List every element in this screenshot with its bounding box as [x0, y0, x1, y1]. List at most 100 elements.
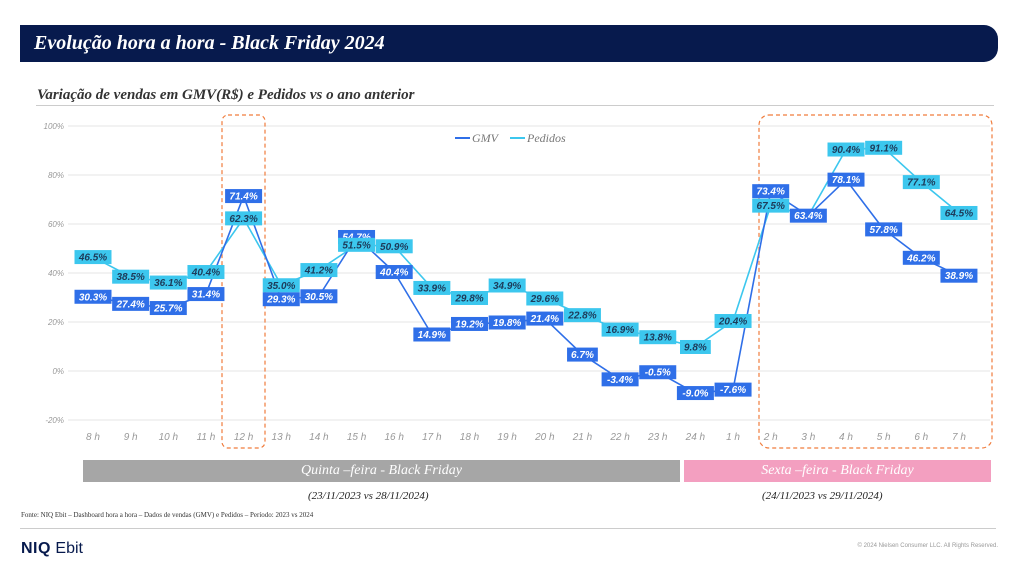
data-label-text: -0.5%: [645, 368, 671, 379]
data-label-box: [676, 386, 714, 401]
gmv-data-label: -3.4%: [601, 372, 639, 387]
y-tick-label: 80%: [48, 171, 64, 180]
data-label-box: [789, 208, 827, 223]
x-tick-label: 20 h: [534, 432, 555, 443]
x-tick-label: 17 h: [422, 432, 442, 443]
pedidos-data-label: 38.5%: [112, 269, 150, 284]
gmv-data-label: 73.4%: [752, 184, 790, 199]
data-label-box: [187, 287, 225, 302]
x-tick-label: 14 h: [309, 432, 329, 443]
data-label-box: [413, 280, 451, 295]
legend-gmv-label: GMV: [472, 131, 500, 145]
friday-period: (24/11/2023 vs 29/11/2024): [762, 490, 883, 502]
pedidos-line: [92, 146, 960, 348]
gmv-data-label: 25.7%: [149, 301, 187, 316]
x-tick-label: 24 h: [685, 432, 706, 443]
data-label-text: 73.4%: [757, 187, 785, 198]
x-tick-label: 23 h: [647, 432, 668, 443]
data-label-text: 40.4%: [379, 268, 408, 279]
x-tick-label: 11 h: [197, 432, 216, 443]
data-label-text: -9.0%: [682, 389, 708, 400]
data-label-box: [752, 184, 790, 199]
x-tick-label: 3 h: [801, 432, 815, 443]
gmv-data-label: 30.5%: [300, 289, 338, 304]
gmv-data-label: -9.0%: [676, 386, 714, 401]
gmv-data-label: 29.3%: [262, 292, 300, 307]
subtitle-divider: [36, 105, 994, 106]
thursday-band: Quinta –feira - Black Friday: [83, 460, 680, 482]
pedidos-data-label: 34.9%: [488, 278, 526, 293]
x-tick-label: 8 h: [86, 432, 100, 443]
data-label-text: 9.8%: [684, 342, 707, 353]
pedidos-data-label: 77.1%: [902, 175, 940, 190]
source-note: Fonte: NIQ Ebit – Dashboard hora a hora …: [21, 511, 314, 519]
x-tick-label: 10 h: [159, 432, 179, 443]
gmv-data-label: 71.4%: [225, 189, 263, 204]
y-tick-label: 0%: [52, 367, 64, 376]
data-label-text: 21.4%: [530, 314, 559, 325]
chart-subtitle: Variação de vendas em GMV(R$) e Pedidos …: [37, 87, 415, 103]
data-label-text: 57.8%: [869, 225, 897, 236]
data-label-text: 63.4%: [794, 211, 822, 222]
pedidos-data-label: 13.8%: [639, 330, 677, 345]
data-label-box: [112, 269, 150, 284]
x-tick-label: 19 h: [497, 432, 517, 443]
x-tick-label: 4 h: [839, 432, 853, 443]
data-label-text: 91.1%: [869, 143, 897, 154]
brand-rest: Ebit: [55, 540, 83, 557]
data-label-text: 6.7%: [571, 350, 594, 361]
data-label-text: 33.9%: [418, 283, 446, 294]
data-label-box: [827, 172, 865, 187]
data-label-text: 29.6%: [530, 294, 559, 305]
footer-divider: [20, 528, 996, 529]
data-label-box: [225, 189, 263, 204]
data-label-box: [338, 237, 376, 252]
data-label-text: 30.5%: [305, 292, 333, 303]
data-label-text: 77.1%: [907, 178, 935, 189]
legend-pedidos-label: Pedidos: [526, 131, 566, 145]
pedidos-data-label: 36.1%: [149, 275, 187, 290]
y-tick-label: -20%: [45, 416, 64, 425]
pedidos-data-label: 90.4%: [827, 142, 865, 157]
data-label-box: [827, 142, 865, 157]
gmv-data-label: 14.9%: [413, 327, 451, 342]
data-label-box: [865, 222, 903, 237]
data-label-box: [639, 365, 677, 380]
brand-logo: NIQ Ebit: [21, 540, 83, 558]
gmv-line: [92, 178, 960, 394]
data-label-box: [225, 211, 263, 226]
data-label-text: 46.2%: [906, 253, 935, 264]
gmv-data-label: -7.6%: [714, 382, 752, 397]
pedidos-data-label: 46.5%: [74, 250, 112, 265]
data-label-box: [149, 301, 187, 316]
data-label-text: 31.4%: [192, 290, 220, 301]
data-label-box: [680, 339, 711, 354]
data-label-text: 16.9%: [606, 325, 634, 336]
data-label-box: [601, 322, 639, 337]
data-label-text: 14.9%: [418, 330, 446, 341]
data-label-box: [262, 292, 300, 307]
x-tick-label: 1 h: [726, 432, 740, 443]
data-label-box: [375, 265, 413, 280]
data-label-box: [902, 250, 940, 265]
data-label-text: 35.0%: [267, 281, 295, 292]
data-label-box: [262, 278, 300, 293]
x-tick-label: 18 h: [460, 432, 480, 443]
data-label-box: [714, 382, 752, 397]
pedidos-data-label: 9.8%: [680, 339, 711, 354]
pedidos-data-label: 51.5%: [338, 237, 376, 252]
x-tick-label: 2 h: [763, 432, 778, 443]
data-label-box: [488, 278, 526, 293]
pedidos-data-label: 35.0%: [262, 278, 300, 293]
pedidos-data-label: 20.4%: [714, 314, 752, 329]
data-label-box: [149, 275, 187, 290]
data-label-box: [940, 205, 978, 220]
gmv-data-label: 19.8%: [488, 315, 526, 330]
gmv-data-label: 40.4%: [375, 265, 413, 280]
data-label-text: 30.3%: [79, 292, 107, 303]
pedidos-data-label: 22.8%: [563, 308, 601, 323]
thursday-band-label: Quinta –feira - Black Friday: [301, 463, 462, 478]
x-tick-label: 16 h: [384, 432, 404, 443]
x-tick-label: 13 h: [272, 432, 292, 443]
pedidos-data-label: 62.3%: [225, 211, 263, 226]
